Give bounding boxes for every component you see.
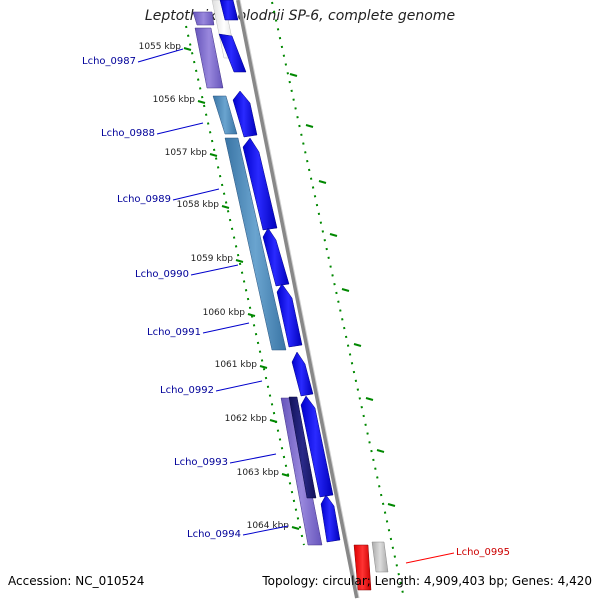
genome-backbone [236,0,359,599]
kbp-label: 1062 kbp [225,414,268,424]
gene-label-lcho-0987[interactable]: Lcho_0987 [82,56,136,67]
kbp-tick [183,47,192,51]
kbp-tick [235,259,244,263]
outer-ring-ticks [289,73,396,507]
kbp-label: 1059 kbp [191,254,234,264]
gene-leader-line [172,188,220,201]
gene-leader-line [202,322,250,334]
kbp-label: 1064 kbp [247,521,290,531]
kbp-label: 1061 kbp [215,360,258,370]
kbp-tick [197,100,206,104]
kbp-tick [281,473,290,477]
kbp-label: 1055 kbp [139,42,182,52]
kbp-tick [221,205,230,209]
kbp-tick [291,526,300,530]
gene-leader-line [137,48,184,63]
kbp-label: 1060 kbp [203,308,246,318]
gene-label-lcho-0989[interactable]: Lcho_0989 [117,194,171,205]
gene-label-lcho-0992[interactable]: Lcho_0992 [160,385,214,396]
genome-summary-text: Topology: circular; Length: 4,909,403 bp… [262,574,592,588]
kbp-label: 1057 kbp [165,148,208,158]
gene-label-lcho-0994[interactable]: Lcho_0994 [187,529,241,540]
kbp-tick [209,153,218,157]
gene-label-lcho-0995[interactable]: Lcho_0995 [456,547,510,558]
gene-leader-line [242,525,289,536]
gene-label-lcho-0990[interactable]: Lcho_0990 [135,269,189,280]
gene-leader-line [215,380,263,392]
gene-label-lcho-0988[interactable]: Lcho_0988 [101,128,155,139]
gene-leader-line [190,264,239,276]
cog-features [192,11,389,591]
gene-labels: Lcho_0987 Lcho_0988 Lcho_0989 Lcho_0990 Lcho… [82,48,510,564]
cds-arrows [218,0,341,543]
kbp-scale: 1055 kbp 1056 kbp 1057 kbp 1058 kbp 1059 kbp… [139,42,300,531]
kbp-tick [247,313,256,317]
accession-text: Accession: NC_010524 [8,574,145,588]
gene-label-lcho-0993[interactable]: Lcho_0993 [174,457,228,468]
kbp-tick [269,419,278,423]
kbp-label: 1063 kbp [237,468,280,478]
kbp-tick [259,365,268,369]
kbp-label: 1058 kbp [177,200,220,210]
gene-leader-line [405,552,455,564]
gene-label-lcho-0991[interactable]: Lcho_0991 [147,327,201,338]
kbp-label: 1056 kbp [153,95,196,105]
gene-leader-line [229,453,277,464]
gene-leader-line [156,122,204,135]
